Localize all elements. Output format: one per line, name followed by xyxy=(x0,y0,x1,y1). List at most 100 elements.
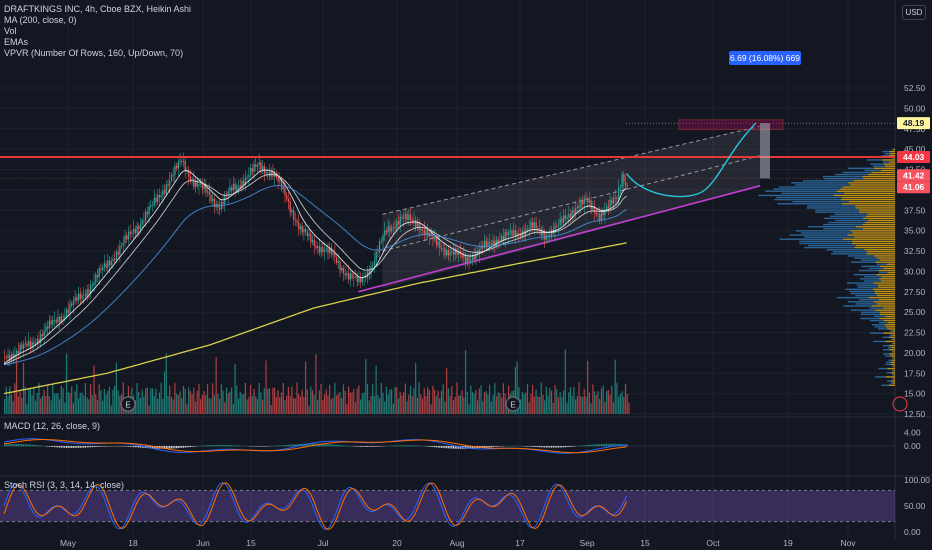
macd-histogram xyxy=(28,444,30,447)
vpvr-down xyxy=(890,355,895,357)
volume-bar xyxy=(571,395,573,414)
volume-bar xyxy=(590,403,592,414)
volume-bar xyxy=(516,361,518,414)
candle-body xyxy=(189,176,192,181)
earnings-marker-2[interactable]: E xyxy=(505,396,521,412)
vpvr-down xyxy=(862,175,895,178)
macd-histogram xyxy=(212,445,214,447)
macd-histogram xyxy=(210,445,212,447)
vpvr-down xyxy=(867,213,895,215)
volume-bar xyxy=(136,383,138,414)
candle-body xyxy=(337,261,339,263)
macd-histogram xyxy=(165,446,167,449)
vpvr-down xyxy=(879,311,895,313)
volume-bar xyxy=(585,396,587,414)
price-label: 44.03 xyxy=(903,152,925,162)
macd-histogram xyxy=(487,446,489,448)
signal-line xyxy=(3,439,627,454)
alert-marker[interactable] xyxy=(892,396,908,412)
vpvr-down xyxy=(855,205,895,207)
volume-bar xyxy=(298,393,300,414)
macd-histogram xyxy=(258,446,260,447)
volume-bar xyxy=(408,394,410,414)
macd-histogram xyxy=(77,446,80,448)
volume-bar xyxy=(533,396,535,414)
volume-bar xyxy=(177,395,179,414)
candle-body xyxy=(490,242,493,246)
vpvr-down xyxy=(892,334,895,336)
candle-body xyxy=(131,232,133,235)
macd-histogram xyxy=(53,446,56,448)
vpvr-up xyxy=(869,267,884,270)
vpvr-up xyxy=(881,384,889,386)
indicator-vol[interactable]: Vol xyxy=(4,26,17,36)
macd-histogram xyxy=(439,446,441,448)
vpvr-up xyxy=(864,169,882,172)
candle-body xyxy=(597,213,599,215)
macd-histogram xyxy=(215,444,217,447)
candle-body xyxy=(480,245,482,250)
volume-bar xyxy=(356,388,358,414)
macd-histogram xyxy=(40,445,42,447)
vpvr-down xyxy=(880,280,895,282)
candle-body xyxy=(91,284,94,286)
volume-bar xyxy=(163,371,166,414)
candle-body xyxy=(413,219,415,221)
candle-body xyxy=(580,199,582,208)
indicator-ma[interactable]: MA (200, close, 0) xyxy=(4,15,77,25)
macd-histogram xyxy=(330,444,332,447)
vpvr-up xyxy=(892,365,894,368)
candle-body xyxy=(243,180,245,185)
volume-bar xyxy=(10,394,13,414)
time-tick-label: Jul xyxy=(318,538,329,548)
volume-bar xyxy=(563,390,565,414)
candle-body xyxy=(163,190,166,194)
vpvr-up xyxy=(850,309,876,311)
macd-histogram xyxy=(563,446,565,448)
macd-histogram xyxy=(392,445,394,447)
candle-body xyxy=(157,195,159,203)
vpvr-up xyxy=(878,271,888,274)
vpvr-down xyxy=(883,307,895,309)
macd-histogram xyxy=(590,444,592,447)
candle-body xyxy=(526,228,529,230)
vpvr-up xyxy=(869,319,884,322)
volume-bar xyxy=(463,397,465,414)
candle-body xyxy=(112,258,114,261)
vpvr-down xyxy=(877,303,895,305)
vpvr-down xyxy=(883,332,895,334)
volume-bar xyxy=(305,361,307,414)
volume-bar xyxy=(368,400,370,414)
indicator-vpvr[interactable]: VPVR (Number Of Rows, 160, Up/Down, 70) xyxy=(4,48,184,58)
macd-histogram xyxy=(193,446,195,447)
earnings-marker-1[interactable]: E xyxy=(120,396,136,412)
symbol-title[interactable]: DRAFTKINGS INC, 4h, Cboe BZX, Heikin Ash… xyxy=(4,4,192,14)
macd-histogram xyxy=(188,446,190,448)
vpvr-down xyxy=(885,340,895,343)
currency-button[interactable]: USD xyxy=(902,5,926,20)
volume-bar xyxy=(243,394,245,414)
candle-body xyxy=(595,212,597,215)
indicator-emas[interactable]: EMAs xyxy=(4,37,29,47)
macd-histogram xyxy=(611,443,613,447)
macd-label[interactable]: MACD (12, 26, close, 9) xyxy=(4,421,101,431)
ma200-line xyxy=(3,242,627,395)
volume-bar xyxy=(430,404,432,414)
macd-histogram xyxy=(227,445,229,447)
stoch-rsi-label[interactable]: Stoch RSI (3, 3, 14, 14, close) xyxy=(4,480,125,490)
volume-bar xyxy=(320,383,322,414)
candle-body xyxy=(346,272,348,276)
vpvr-up xyxy=(892,351,894,353)
vpvr-up xyxy=(892,378,894,380)
volume-bar xyxy=(593,391,596,414)
volume-bar xyxy=(468,404,470,414)
macd-histogram xyxy=(122,446,124,447)
candle-body xyxy=(40,334,42,343)
candle-body xyxy=(292,210,295,220)
vpvr-up xyxy=(835,173,869,176)
macd-histogram xyxy=(549,446,551,448)
candle-body xyxy=(188,170,190,177)
candle-body xyxy=(478,249,481,254)
price-label-bg xyxy=(897,181,930,194)
